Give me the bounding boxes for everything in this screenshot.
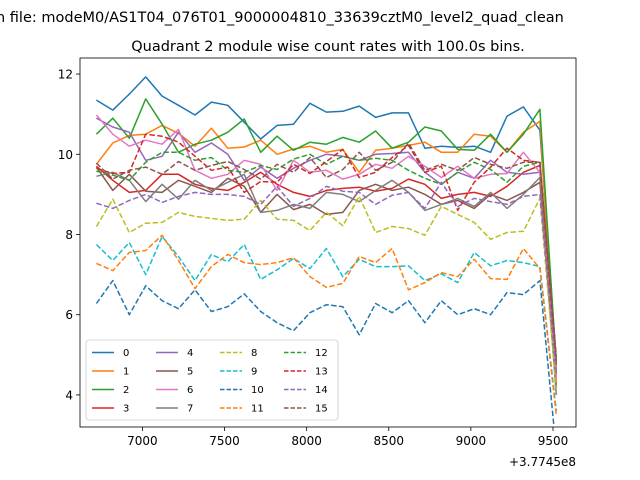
- legend-label-4: 4: [187, 348, 193, 359]
- legend-label-2: 2: [123, 385, 129, 396]
- legend-label-6: 6: [187, 385, 193, 396]
- x-axis-offset-text: +3.7745e8: [509, 455, 576, 469]
- legend-box: [85, 339, 339, 421]
- axes-frame: [79, 57, 577, 428]
- figure-suptitle: n file: modeM0/AS1T04_076T01_9000004810_…: [0, 10, 564, 26]
- series-line-14: [96, 181, 558, 373]
- series-line-0: [96, 76, 558, 361]
- x-tick-label: 8000: [291, 434, 322, 448]
- series-line-15: [95, 142, 558, 357]
- legend-label-1: 1: [123, 367, 129, 378]
- plot-area: 7000 7500 8000 8500 9000 95004681012012345678…: [58, 57, 577, 448]
- chart-title: Quadrant 2 module wise count rates with …: [131, 39, 525, 55]
- legend-label-13: 13: [315, 367, 328, 378]
- legend-label-0: 0: [123, 348, 129, 359]
- series-group: [95, 76, 558, 427]
- series-line-5: [95, 166, 558, 387]
- legend-label-10: 10: [251, 385, 264, 396]
- series-line-13: [96, 133, 558, 367]
- series-line-1: [95, 120, 558, 383]
- series-line-3: [95, 164, 558, 375]
- legend-label-9: 9: [251, 367, 257, 378]
- y-tick-label: 12: [58, 68, 73, 82]
- legend-label-5: 5: [187, 367, 193, 378]
- legend-label-11: 11: [251, 404, 264, 415]
- y-tick-label: 10: [58, 148, 73, 162]
- x-tick-label: 8500: [373, 434, 404, 448]
- y-tick-label: 6: [65, 308, 73, 322]
- legend-label-8: 8: [251, 348, 257, 359]
- legend-label-3: 3: [123, 404, 129, 415]
- series-line-10: [95, 279, 555, 427]
- series-line-12: [96, 151, 558, 359]
- x-tick-label: 7500: [209, 434, 240, 448]
- legend-label-14: 14: [315, 385, 328, 396]
- series-line-9: [95, 235, 558, 412]
- x-tick-label: 7000: [127, 434, 158, 448]
- series-line-2: [95, 98, 558, 365]
- legend-label-12: 12: [315, 348, 328, 359]
- legend-label-15: 15: [315, 404, 328, 415]
- y-tick-label: 8: [65, 228, 73, 242]
- legend-label-7: 7: [187, 404, 193, 415]
- x-tick-label: 9500: [538, 434, 569, 448]
- series-line-7: [96, 171, 558, 395]
- y-tick-label: 4: [65, 388, 73, 402]
- series-line-8: [95, 195, 558, 389]
- series-line-11: [96, 234, 558, 416]
- x-tick-label: 9000: [456, 434, 487, 448]
